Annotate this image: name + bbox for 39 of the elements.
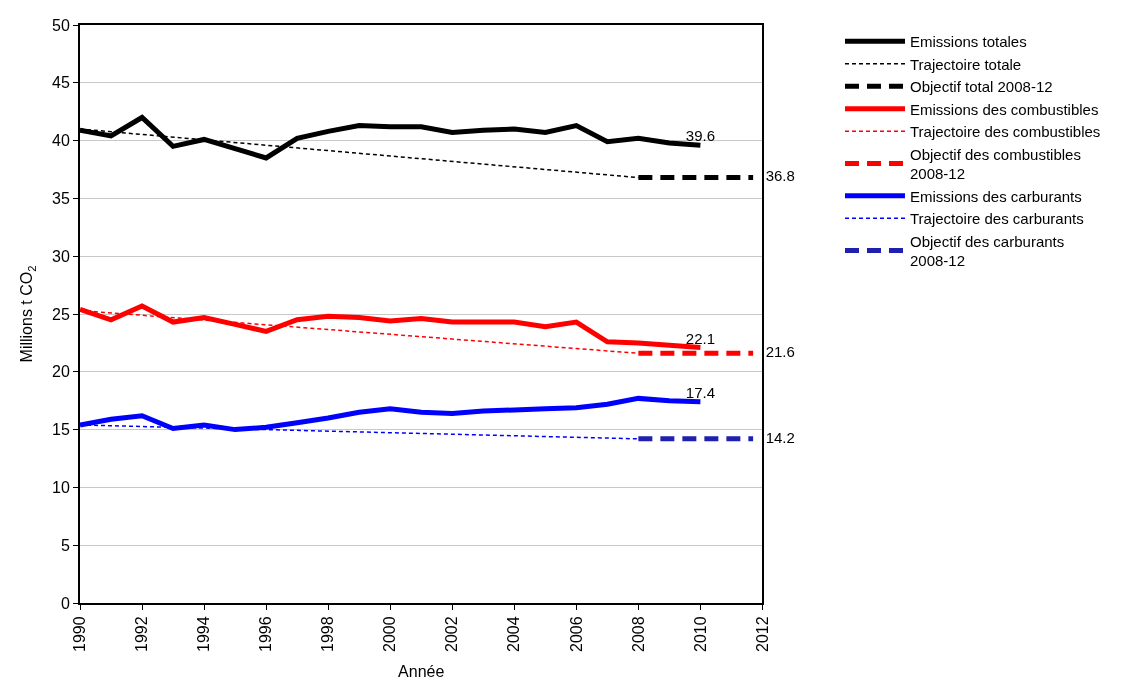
data-label: 22.1 (685, 329, 715, 347)
legend-label: Objectif des combustibles 2008-12 (909, 145, 1081, 183)
y-tick-label: 15 (52, 421, 70, 439)
data-label: 14.2 (753, 428, 795, 446)
y-tick-label: 20 (52, 363, 70, 381)
x-tick-label: 2012 (753, 616, 771, 652)
x-tick-label: 2000 (381, 616, 399, 652)
x-tick-label: 2008 (629, 616, 647, 652)
x-tick-label: 1990 (71, 616, 89, 652)
data-label: 21.6 (753, 343, 795, 361)
y-tick-label: 45 (52, 74, 70, 92)
y-tick-label: 25 (52, 305, 70, 323)
y-tick-label: 30 (52, 247, 70, 265)
data-label: 39.6 (685, 127, 715, 145)
legend-label: Emissions des combustibles (909, 100, 1099, 118)
legend-label: Emissions des carburants (909, 187, 1082, 205)
legend-label: Trajectoire des combustibles (909, 123, 1101, 141)
x-tick-label: 1992 (133, 616, 151, 652)
legend-label: Emissions totales (909, 33, 1027, 51)
y-tick-label: 35 (52, 190, 70, 207)
legend-label: Trajectoire totale (909, 55, 1022, 73)
legend-label: Objectif total 2008-12 (909, 78, 1053, 96)
x-tick-label: 1996 (257, 616, 275, 652)
y-tick-label: 10 (52, 479, 70, 496)
x-tick-label: 2002 (443, 616, 461, 652)
y-tick-label: 50 (52, 16, 70, 34)
x-tick-label: 2004 (505, 616, 523, 652)
x-tick-label: 2006 (567, 616, 585, 652)
x-axis-title: Année (398, 663, 445, 681)
data-label: 17.4 (685, 384, 715, 402)
y-tick-label: 40 (52, 132, 70, 150)
data-label: 36.8 (753, 167, 795, 185)
x-tick-label: 1998 (319, 616, 337, 652)
legend-label: Trajectoire des carburants (909, 210, 1084, 228)
y-tick-label: 0 (60, 594, 70, 612)
x-tick-label: 2010 (691, 616, 709, 652)
x-tick-label: 1994 (195, 616, 213, 652)
legend-label: Objectif des carburants 2008-12 (909, 232, 1065, 270)
y-tick-label: 5 (60, 536, 70, 554)
